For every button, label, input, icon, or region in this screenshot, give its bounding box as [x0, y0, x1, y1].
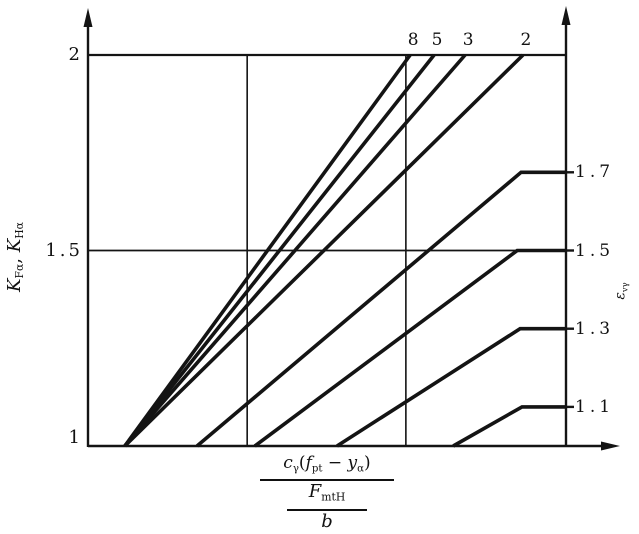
- x-title-denominator-top: FmtH: [308, 481, 346, 504]
- right-tick-label-1.3: 1.3: [575, 318, 615, 339]
- fraction-bar-main: [260, 479, 394, 482]
- x-title-denominator-bottom: b: [321, 510, 333, 532]
- right-tick-label-1.5: 1.5: [575, 240, 615, 261]
- curve-label-2: 2: [520, 30, 532, 50]
- x-title-numerator: cγ(fpt − yα): [283, 453, 371, 475]
- curve-1.5: [253, 248, 566, 448]
- curve-5: [123, 53, 436, 448]
- y-tick-label-1.5: 1.5: [45, 239, 83, 261]
- curve-1.3: [336, 326, 566, 448]
- x-axis-arrow: [601, 441, 620, 451]
- fraction-bar-inner: [287, 508, 367, 511]
- right-tick-label-1.7: 1.7: [575, 162, 615, 183]
- x-axis-title: cγ(fpt − yα) FmtH b: [260, 453, 394, 533]
- curve-label-8: 8: [407, 30, 419, 50]
- curve-8: [123, 53, 412, 448]
- curve-1.7: [195, 170, 566, 448]
- curve-label-5: 5: [431, 30, 443, 50]
- y-axis-title: KFα, KHα: [3, 222, 27, 292]
- curve-label-3: 3: [462, 30, 474, 50]
- right-axis-arrow: [561, 6, 571, 25]
- curve-3: [123, 53, 467, 448]
- y-tick-label-2: 2: [68, 44, 83, 65]
- y-tick-label-1: 1: [68, 427, 83, 448]
- curve-2: [123, 53, 525, 448]
- right-tick-label-1.1: 1.1: [575, 396, 615, 417]
- curve-1.1: [452, 405, 566, 448]
- right-axis-title: εvγ: [612, 282, 630, 300]
- y-axis-arrow: [83, 8, 93, 27]
